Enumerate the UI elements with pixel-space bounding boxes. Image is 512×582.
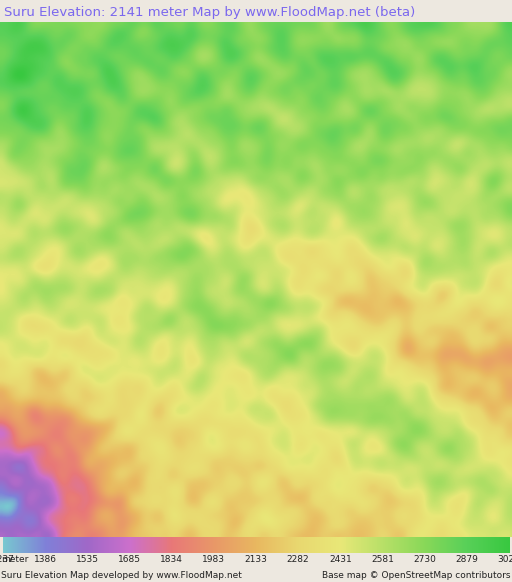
- Text: 2581: 2581: [371, 555, 394, 564]
- Text: 1834: 1834: [160, 555, 183, 564]
- Text: 2133: 2133: [245, 555, 267, 564]
- Text: 1685: 1685: [118, 555, 141, 564]
- Text: 2282: 2282: [287, 555, 309, 564]
- Text: 2431: 2431: [329, 555, 352, 564]
- Text: 1535: 1535: [76, 555, 99, 564]
- Text: Suru Elevation Map developed by www.FloodMap.net: Suru Elevation Map developed by www.Floo…: [1, 571, 242, 580]
- Text: meter: meter: [1, 555, 28, 564]
- Text: 3029: 3029: [498, 555, 512, 564]
- Text: 1237: 1237: [0, 555, 14, 564]
- Text: 2730: 2730: [413, 555, 436, 564]
- Text: Base map © OpenStreetMap contributors: Base map © OpenStreetMap contributors: [323, 571, 511, 580]
- Text: 2879: 2879: [455, 555, 478, 564]
- Text: 1983: 1983: [202, 555, 225, 564]
- Text: Suru Elevation: 2141 meter Map by www.FloodMap.net (beta): Suru Elevation: 2141 meter Map by www.Fl…: [4, 6, 415, 19]
- Text: 1386: 1386: [34, 555, 57, 564]
